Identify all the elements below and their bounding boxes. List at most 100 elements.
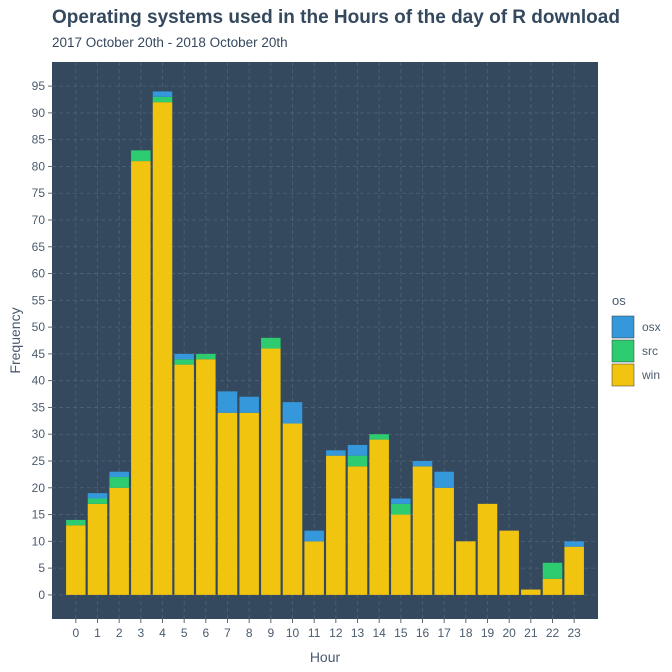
x-axis-label: Hour xyxy=(310,649,341,665)
bar-win-hour-2 xyxy=(109,487,129,595)
bar-win-hour-23 xyxy=(564,546,584,595)
x-tick-label: 10 xyxy=(286,626,300,640)
bar-osx-hour-2 xyxy=(109,471,129,478)
bar-src-hour-2 xyxy=(109,477,129,488)
legend: os osx src win xyxy=(611,293,661,387)
bar-src-hour-13 xyxy=(347,455,368,467)
bar-win-hour-16 xyxy=(412,466,433,595)
bar-src-hour-4 xyxy=(152,96,173,103)
bar-win-hour-9 xyxy=(261,348,281,595)
bar-win-hour-12 xyxy=(326,455,346,595)
x-tick-label: 22 xyxy=(546,626,560,640)
legend-swatch-osx xyxy=(611,315,635,339)
bar-osx-hour-12 xyxy=(326,450,346,456)
y-tick-label: 60 xyxy=(32,267,46,281)
x-tick-label: 17 xyxy=(437,626,451,640)
x-tick-label: 14 xyxy=(372,626,386,640)
x-tick-label: 23 xyxy=(567,626,581,640)
y-axis-label: Frequency xyxy=(7,307,23,373)
x-tick-label: 15 xyxy=(394,626,408,640)
y-tick-label: 80 xyxy=(32,159,46,173)
y-tick-label: 30 xyxy=(32,427,46,441)
bar-src-hour-5 xyxy=(174,359,194,365)
y-axis: 0 5 10 15 20 25 30 35 40 45 50 55 60 65 70 75 80 85 90 95 xyxy=(32,79,52,602)
bar-win-hour-4 xyxy=(152,102,173,595)
x-axis: 0 1 2 3 4 5 6 7 8 9 10 11 12 13 14 15 16 17 18 19 20 21 22 23 xyxy=(72,619,581,640)
y-tick-label: 0 xyxy=(38,588,45,602)
y-tick-label: 55 xyxy=(32,293,46,307)
y-tick-label: 45 xyxy=(32,347,46,361)
x-tick-label: 0 xyxy=(72,626,79,640)
bar-win-hour-11 xyxy=(304,541,324,595)
y-tick-label: 75 xyxy=(32,186,46,200)
bar-src-hour-22 xyxy=(542,562,563,579)
y-tick-label: 95 xyxy=(32,79,46,93)
chart-title: Operating systems used in the Hours of t… xyxy=(52,7,620,28)
y-tick-label: 5 xyxy=(38,561,45,575)
x-tick-label: 1 xyxy=(94,626,101,640)
x-tick-label: 7 xyxy=(224,626,231,640)
bar-win-hour-7 xyxy=(217,412,238,595)
bar-osx-hour-15 xyxy=(391,498,411,504)
bar-osx-hour-8 xyxy=(239,396,259,413)
x-tick-label: 4 xyxy=(159,626,166,640)
bar-src-hour-3 xyxy=(131,150,151,162)
x-tick-label: 12 xyxy=(329,626,343,640)
bar-src-hour-9 xyxy=(261,337,281,349)
x-tick-label: 18 xyxy=(459,626,473,640)
bar-win-hour-22 xyxy=(542,578,563,595)
y-tick-label: 40 xyxy=(32,374,46,388)
bar-osx-hour-4 xyxy=(152,91,173,97)
y-tick-label: 50 xyxy=(32,320,46,334)
y-tick-label: 15 xyxy=(32,508,46,522)
x-tick-label: 3 xyxy=(137,626,144,640)
y-tick-label: 25 xyxy=(32,454,46,468)
x-tick-label: 20 xyxy=(502,626,516,640)
bar-win-hour-3 xyxy=(131,161,151,595)
legend-label-osx: osx xyxy=(642,320,661,334)
bar-osx-hour-16 xyxy=(412,461,433,467)
bar-win-hour-20 xyxy=(499,530,519,595)
bar-src-hour-6 xyxy=(196,353,216,360)
bar-src-hour-15 xyxy=(391,503,411,515)
y-tick-label: 85 xyxy=(32,133,46,147)
legend-title: os xyxy=(612,293,626,308)
x-tick-label: 9 xyxy=(267,626,274,640)
bar-osx-hour-10 xyxy=(282,402,303,424)
x-tick-label: 8 xyxy=(246,626,253,640)
legend-label-win: win xyxy=(641,368,660,382)
bar-osx-hour-5 xyxy=(174,353,194,360)
bar-win-hour-0 xyxy=(66,525,86,595)
bar-src-hour-1 xyxy=(87,498,108,504)
bars xyxy=(66,91,584,595)
bar-osx-hour-11 xyxy=(304,530,324,542)
bar-win-hour-19 xyxy=(477,503,498,595)
legend-swatch-src xyxy=(611,339,635,363)
x-tick-label: 2 xyxy=(116,626,123,640)
bar-src-hour-14 xyxy=(369,434,389,440)
bar-osx-hour-17 xyxy=(434,471,454,488)
bar-src-hour-0 xyxy=(66,519,86,526)
legend-label-src: src xyxy=(642,344,658,358)
y-tick-label: 35 xyxy=(32,400,46,414)
bar-osx-hour-23 xyxy=(564,541,584,547)
legend-swatch-win xyxy=(611,363,635,387)
bar-win-hour-21 xyxy=(521,589,541,595)
x-tick-label: 16 xyxy=(416,626,430,640)
bar-win-hour-18 xyxy=(456,541,476,595)
bar-win-hour-8 xyxy=(239,412,259,595)
y-tick-label: 20 xyxy=(32,481,46,495)
bar-osx-hour-13 xyxy=(347,444,368,456)
y-tick-label: 10 xyxy=(32,534,46,548)
bar-win-hour-14 xyxy=(369,439,389,595)
x-tick-label: 21 xyxy=(524,626,538,640)
bar-osx-hour-7 xyxy=(217,391,238,413)
x-tick-label: 19 xyxy=(481,626,495,640)
bar-win-hour-17 xyxy=(434,487,454,595)
x-tick-label: 5 xyxy=(181,626,188,640)
bar-win-hour-5 xyxy=(174,364,194,595)
x-tick-label: 11 xyxy=(308,626,321,640)
chart-subtitle: 2017 October 20th - 2018 October 20th xyxy=(52,35,288,50)
bar-win-hour-15 xyxy=(391,514,411,595)
